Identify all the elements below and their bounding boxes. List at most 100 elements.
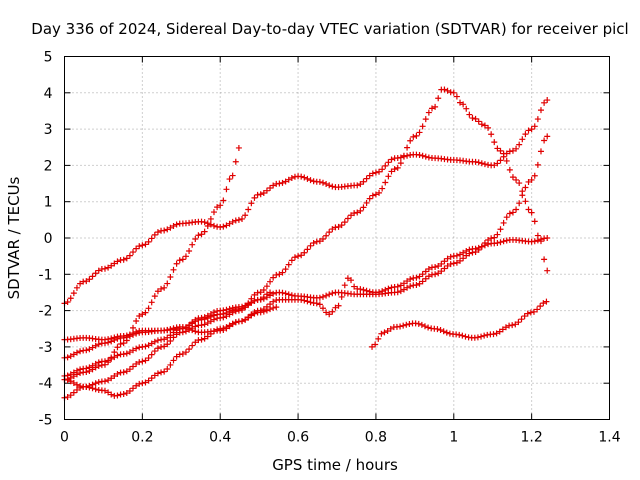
data-point — [192, 235, 199, 242]
data-point — [186, 346, 193, 353]
data-point — [518, 316, 525, 323]
data-point — [239, 305, 246, 312]
data-point — [189, 327, 196, 334]
data-point — [235, 144, 242, 151]
y-tick-label: 4 — [44, 86, 53, 102]
data-point — [515, 319, 522, 326]
data-point — [360, 204, 367, 211]
data-point — [192, 339, 199, 346]
data-point — [226, 220, 233, 227]
data-point — [248, 312, 255, 319]
x-tick-label: 0.2 — [131, 430, 153, 446]
data-point — [530, 308, 537, 315]
data-point — [419, 271, 426, 278]
data-point — [478, 333, 485, 340]
data-point — [101, 340, 108, 347]
data-point — [288, 257, 295, 264]
data-point — [64, 354, 71, 361]
data-point — [372, 341, 379, 348]
data-point — [544, 97, 551, 104]
data-point — [540, 300, 547, 307]
data-point — [204, 333, 211, 340]
data-point — [70, 290, 77, 297]
data-point — [344, 275, 351, 282]
data-point — [459, 332, 466, 339]
data-point — [384, 328, 391, 335]
data-point — [544, 267, 551, 274]
data-point — [130, 324, 137, 331]
data-point — [242, 316, 249, 323]
data-point — [544, 133, 551, 140]
data-point — [92, 380, 99, 387]
data-point — [394, 164, 401, 171]
data-point — [310, 240, 317, 247]
data-point — [285, 176, 292, 183]
x-tick-label: 0 — [60, 430, 69, 446]
data-point — [537, 148, 544, 155]
data-point — [133, 245, 140, 252]
y-tick-label: 5 — [44, 50, 53, 66]
data-point — [257, 191, 264, 198]
data-point — [531, 238, 538, 245]
data-point — [226, 322, 233, 329]
data-point — [354, 209, 361, 216]
data-point — [161, 227, 168, 234]
plot-frame — [64, 56, 610, 420]
data-point — [251, 291, 258, 298]
data-point — [525, 127, 532, 134]
data-point — [363, 199, 370, 206]
data-point — [363, 175, 370, 182]
data-point — [301, 174, 308, 181]
data-point — [95, 359, 102, 366]
data-point — [474, 334, 481, 341]
data-point — [201, 321, 208, 328]
data-point — [457, 99, 464, 106]
data-point — [139, 358, 146, 365]
data-point — [425, 324, 432, 331]
data-point — [182, 253, 189, 260]
data-point — [133, 382, 140, 389]
data-point — [73, 349, 80, 356]
data-point — [114, 344, 121, 351]
data-point — [522, 198, 529, 205]
x-axis-label: GPS time / hours — [272, 456, 398, 474]
data-point — [173, 353, 180, 360]
data-point — [341, 219, 348, 226]
data-point — [422, 275, 429, 282]
series-track-1 — [61, 97, 551, 307]
data-point — [323, 292, 330, 299]
data-point — [522, 184, 529, 191]
data-point — [89, 362, 96, 369]
data-point — [154, 370, 161, 377]
data-point — [251, 310, 258, 317]
x-tick-label: 0.4 — [209, 430, 231, 446]
data-point — [472, 249, 479, 256]
data-point — [270, 274, 277, 281]
data-point — [506, 210, 513, 217]
data-point — [198, 336, 205, 343]
data-point — [226, 308, 233, 315]
data-point — [154, 337, 161, 344]
data-point — [161, 284, 168, 291]
data-point — [267, 306, 274, 313]
data-point — [488, 131, 495, 138]
data-point — [494, 160, 501, 167]
data-point — [263, 291, 270, 298]
data-point — [413, 282, 420, 289]
data-point — [189, 320, 196, 327]
data-point — [92, 360, 99, 367]
data-point — [534, 306, 541, 313]
data-point — [67, 392, 74, 399]
data-point — [105, 389, 112, 396]
data-point — [435, 95, 442, 102]
data-point — [376, 189, 383, 196]
data-point — [101, 387, 108, 394]
data-point — [394, 283, 401, 290]
data-point — [223, 222, 230, 229]
data-point — [151, 231, 158, 238]
data-point — [86, 384, 93, 391]
data-point — [494, 231, 501, 238]
data-point — [447, 253, 454, 260]
data-point — [444, 87, 451, 94]
data-point — [145, 377, 152, 384]
